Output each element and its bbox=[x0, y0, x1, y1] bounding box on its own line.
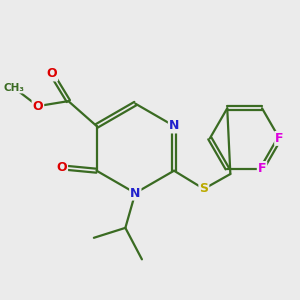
Text: O: O bbox=[56, 161, 67, 174]
Text: O: O bbox=[46, 68, 57, 80]
Text: CH₃: CH₃ bbox=[4, 83, 25, 93]
Text: F: F bbox=[258, 162, 266, 175]
Text: N: N bbox=[169, 119, 179, 133]
Text: S: S bbox=[200, 182, 208, 195]
Text: O: O bbox=[33, 100, 43, 112]
Text: F: F bbox=[275, 132, 284, 145]
Text: N: N bbox=[130, 187, 140, 200]
